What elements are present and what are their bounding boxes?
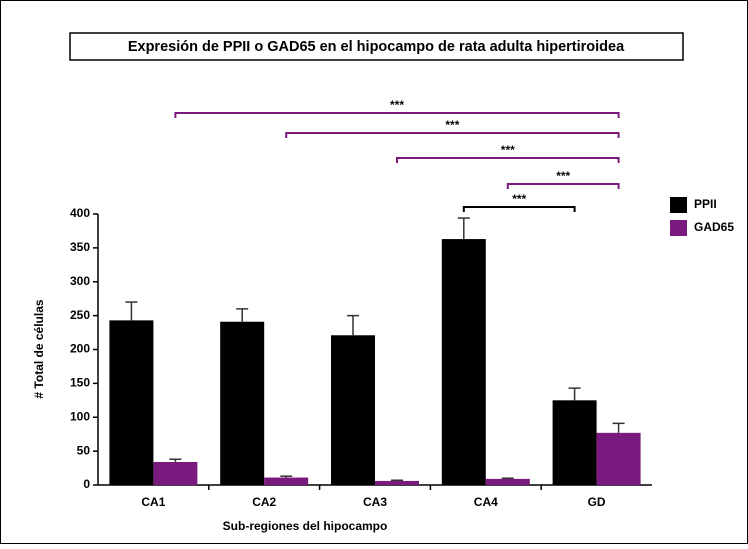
x-axis-label: Sub-regiones del hipocampo: [223, 519, 388, 533]
bar: [552, 400, 597, 485]
y-tick-label: 350: [70, 240, 90, 254]
significance-label: ***: [501, 143, 515, 157]
significance-bracket: [506, 183, 620, 189]
x-tick-label: CA1: [141, 495, 165, 509]
significance-bracket: [396, 157, 620, 163]
bar: [485, 478, 530, 485]
bar: [331, 335, 375, 485]
x-tick-label: CA3: [363, 495, 387, 509]
y-tick-label: 300: [70, 274, 90, 288]
bar: [375, 480, 419, 485]
y-tick-label: 150: [70, 376, 90, 390]
significance-bracket: [285, 132, 620, 138]
bar: [441, 239, 486, 485]
y-tick-label: 50: [77, 443, 91, 457]
x-tick-label: GD: [588, 495, 606, 509]
bar: [596, 432, 641, 485]
y-axis-label: # Total de células: [32, 299, 46, 398]
y-tick-label: 200: [70, 342, 90, 356]
y-tick-label: 250: [70, 308, 90, 322]
bar: [153, 461, 198, 485]
legend-swatch: [670, 220, 687, 236]
legend-swatch: [670, 197, 687, 213]
significance-label: ***: [390, 98, 404, 112]
significance-label: ***: [512, 192, 526, 206]
bar: [264, 477, 309, 485]
bar: [109, 320, 154, 485]
x-tick-label: CA2: [252, 495, 276, 509]
y-tick-label: 0: [83, 477, 90, 491]
significance-label: ***: [556, 169, 570, 183]
legend-label: PPII: [694, 197, 717, 211]
y-tick-label: 100: [70, 409, 90, 423]
significance-bracket: [462, 206, 576, 212]
y-tick-label: 400: [70, 206, 90, 220]
x-tick-label: CA4: [474, 495, 498, 509]
significance-label: ***: [445, 118, 459, 132]
chart-title: Expresión de PPII o GAD65 en el hipocamp…: [128, 39, 625, 55]
legend-label: GAD65: [694, 220, 734, 234]
significance-bracket: [174, 112, 620, 118]
bar: [220, 321, 265, 485]
title-box: [69, 32, 684, 61]
